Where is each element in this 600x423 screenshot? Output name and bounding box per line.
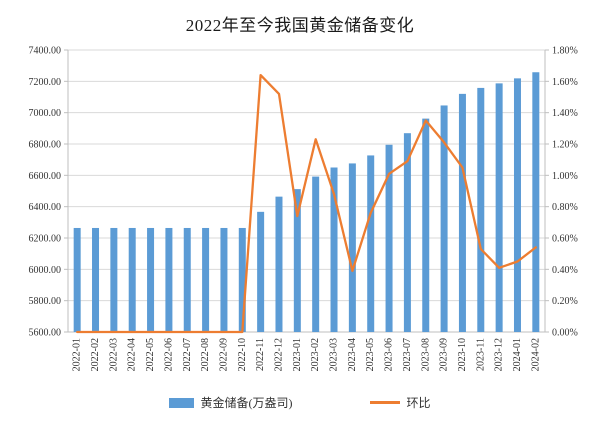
x-axis-label: 2022-11 (255, 338, 266, 371)
gold-reserve-bar (220, 227, 228, 332)
x-axis-label: 2022-04 (127, 338, 138, 371)
legend-line-swatch-icon (370, 401, 401, 404)
right-axis-tick-label: 0.20% (552, 296, 578, 307)
gold-reserve-bar (440, 105, 448, 333)
gold-reserve-bar (403, 133, 411, 332)
right-axis-tick-label: 0.60% (552, 234, 578, 245)
x-axis-label: 2022-06 (163, 338, 174, 371)
gold-reserve-bar (73, 227, 81, 332)
x-axis-label: 2023-04 (347, 338, 358, 371)
chart-legend: 黄金储备(万盎司) 环比 (0, 394, 600, 411)
x-axis-label: 2023-09 (439, 338, 450, 371)
gold-reserve-bar (385, 144, 393, 332)
x-axis-label: 2023-05 (365, 338, 376, 371)
x-axis-label: 2022-07 (182, 338, 193, 371)
left-axis-tick-label: 5800.00 (29, 296, 62, 307)
gold-reserve-bar (422, 118, 430, 333)
x-axis-label: 2022-05 (145, 338, 156, 371)
x-axis-label: 2023-12 (494, 338, 505, 371)
right-axis-tick-label: 0.00% (552, 328, 578, 339)
left-axis-tick-label: 6800.00 (29, 140, 62, 151)
x-axis-label: 2023-02 (310, 338, 321, 371)
gold-reserve-bar (348, 163, 356, 332)
gold-reserve-bar (165, 227, 173, 332)
legend-item-mom-change: 环比 (370, 394, 431, 411)
x-axis-label: 2023-11 (475, 338, 486, 371)
gold-reserve-bar (92, 227, 100, 332)
x-axis-label: 2023-08 (420, 338, 431, 371)
mom-change-line (76, 73, 537, 334)
gold-reserve-bar (275, 196, 283, 332)
left-axis-tick-label: 6400.00 (29, 202, 62, 213)
gold-reserve-bar (458, 93, 466, 332)
left-axis-tick-label: 6200.00 (29, 234, 62, 245)
gold-reserve-bar (147, 227, 155, 332)
gold-reserve-bar (128, 227, 136, 332)
legend-gold-reserve-label: 黄金储备(万盎司) (200, 396, 293, 410)
x-axis-label: 2022-02 (90, 338, 101, 371)
right-axis-tick-label: 0.80% (552, 202, 578, 213)
x-axis-label: 2022-12 (273, 338, 284, 371)
legend-item-gold-reserve: 黄金储备(万盎司) (169, 394, 292, 411)
gold-reserve-bar (183, 227, 191, 332)
left-axis-tick-label: 6000.00 (29, 265, 62, 276)
x-axis-label: 2023-07 (402, 338, 413, 371)
x-axis-label: 2022-10 (237, 338, 248, 371)
x-axis-label: 2023-01 (292, 338, 303, 371)
right-axis-tick-label: 1.60% (552, 77, 578, 88)
gold-reserve-bar (257, 211, 265, 332)
left-axis-tick-label: 7200.00 (29, 77, 62, 88)
x-axis-label: 2022-08 (200, 338, 211, 371)
x-axis-label: 2023-10 (457, 338, 468, 371)
gold-reserve-bar (330, 167, 338, 332)
gold-reserve-bar (367, 155, 375, 332)
x-axis-label: 2023-03 (329, 338, 340, 371)
x-axis-label: 2022-01 (72, 338, 83, 371)
gold-reserve-bar (293, 189, 301, 332)
x-axis-label: 2024-01 (512, 338, 523, 371)
x-axis-label: 2022-09 (218, 338, 229, 371)
left-axis-tick-label: 5600.00 (29, 328, 62, 339)
right-axis-tick-label: 1.80% (552, 46, 578, 57)
left-axis-tick-label: 6600.00 (29, 171, 62, 182)
legend-bar-swatch-icon (169, 397, 195, 408)
gold-reserve-bar (238, 227, 246, 332)
x-axis-label: 2024-02 (530, 338, 541, 371)
x-axis-label: 2023-06 (384, 338, 395, 371)
right-axis-tick-label: 1.40% (552, 108, 578, 119)
gold-reserve-bar (495, 83, 503, 333)
gold-reserve-bar (477, 87, 485, 332)
gold-reserve-bar (532, 72, 540, 332)
gold-reserve-bar (202, 227, 210, 332)
left-axis-tick-label: 7400.00 (29, 46, 62, 57)
right-axis-tick-label: 0.40% (552, 265, 578, 276)
left-axis-tick-label: 7000.00 (29, 108, 62, 119)
gold-reserve-bar (312, 176, 320, 332)
right-axis-tick-label: 1.20% (552, 140, 578, 151)
right-axis-tick-label: 1.00% (552, 171, 578, 182)
chart-title: 2022年至今我国黄金储备变化 (185, 16, 415, 35)
legend-mom-change-label: 环比 (406, 396, 431, 410)
gold-reserve-bar (110, 227, 118, 332)
x-axis-label: 2022-03 (108, 338, 119, 371)
gold-reserve-bar (513, 78, 521, 333)
